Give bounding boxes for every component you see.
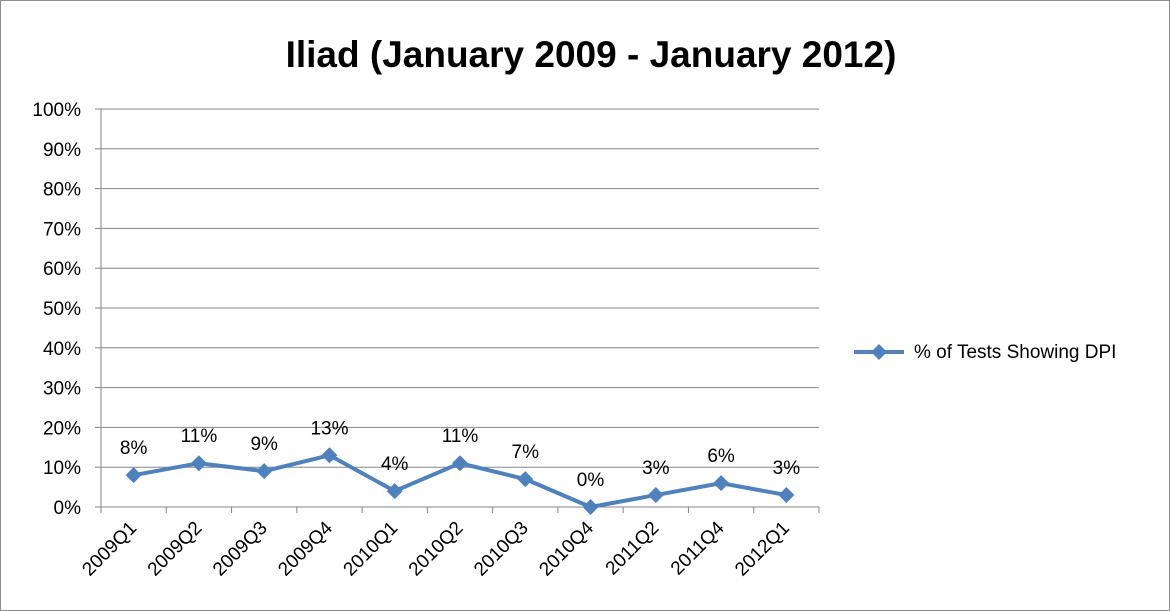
data-point-marker [125, 467, 142, 484]
data-label: 11% [181, 426, 218, 447]
data-labels: 8% 11% 9% 13% 4% 11% 7% 0% 3% 6% 3% [120, 418, 800, 491]
data-point-marker [713, 475, 730, 492]
y-tick-label: 100% [32, 100, 81, 121]
data-point-marker [190, 455, 207, 472]
axes [95, 108, 820, 513]
x-axis-tick-labels: 2009Q1 2009Q2 2009Q3 2009Q4 2010Q1 2010Q2 2010… [79, 517, 794, 580]
y-tick-label: 40% [43, 339, 81, 360]
data-point-marker [778, 487, 795, 504]
y-tick-label: 10% [43, 458, 81, 479]
x-tick-label: 2009Q1 [79, 518, 142, 581]
x-tick-label: 2010Q4 [535, 517, 598, 580]
x-tick-label: 2012Q1 [731, 518, 794, 581]
x-tick-label: 2010Q1 [340, 518, 403, 581]
legend: % of Tests Showing DPI [854, 342, 1116, 363]
y-tick-label: 20% [43, 418, 81, 439]
legend-diamond-marker [871, 344, 887, 360]
x-tick-label: 2011Q4 [667, 517, 729, 579]
data-point-marker [647, 487, 664, 504]
series-layer [125, 447, 795, 515]
data-point-marker [386, 483, 403, 500]
gridlines [101, 108, 819, 468]
x-tick-label: 2009Q2 [144, 518, 207, 581]
y-tick-label: 80% [43, 180, 81, 201]
chart-title: Iliad (January 2009 - January 2012) [286, 34, 897, 75]
x-tick-label: 2010Q3 [470, 518, 533, 581]
y-axis-tick-labels: 0% 10% 20% 30% 40% 50% 60% 70% 80% 90% 100% [32, 100, 81, 519]
data-label: 7% [512, 442, 540, 463]
data-point-marker [582, 499, 599, 515]
y-tick-label: 60% [43, 259, 81, 280]
data-label: 8% [120, 438, 148, 459]
y-tick-label: 30% [43, 379, 81, 400]
y-tick-label: 0% [54, 498, 82, 519]
data-point-marker [321, 447, 338, 464]
data-label: 11% [442, 426, 479, 447]
data-point-marker [517, 471, 534, 488]
data-label: 3% [773, 458, 801, 479]
data-point-marker [256, 463, 273, 480]
y-tick-label: 70% [43, 219, 81, 240]
y-tick-label: 90% [43, 140, 81, 161]
data-point-marker [452, 455, 468, 472]
data-label: 0% [577, 470, 605, 491]
x-tick-label: 2011Q2 [602, 518, 664, 580]
data-label: 9% [250, 434, 278, 455]
data-label: 6% [707, 446, 735, 467]
data-label: 4% [381, 454, 409, 475]
legend-series-label: % of Tests Showing DPI [914, 342, 1116, 363]
x-tick-label: 2009Q3 [209, 518, 272, 581]
x-tick-label: 2009Q4 [274, 517, 337, 580]
data-label: 3% [642, 458, 670, 479]
data-label: 13% [310, 418, 348, 439]
y-tick-label: 50% [43, 299, 81, 320]
x-tick-label: 2010Q2 [405, 518, 468, 581]
